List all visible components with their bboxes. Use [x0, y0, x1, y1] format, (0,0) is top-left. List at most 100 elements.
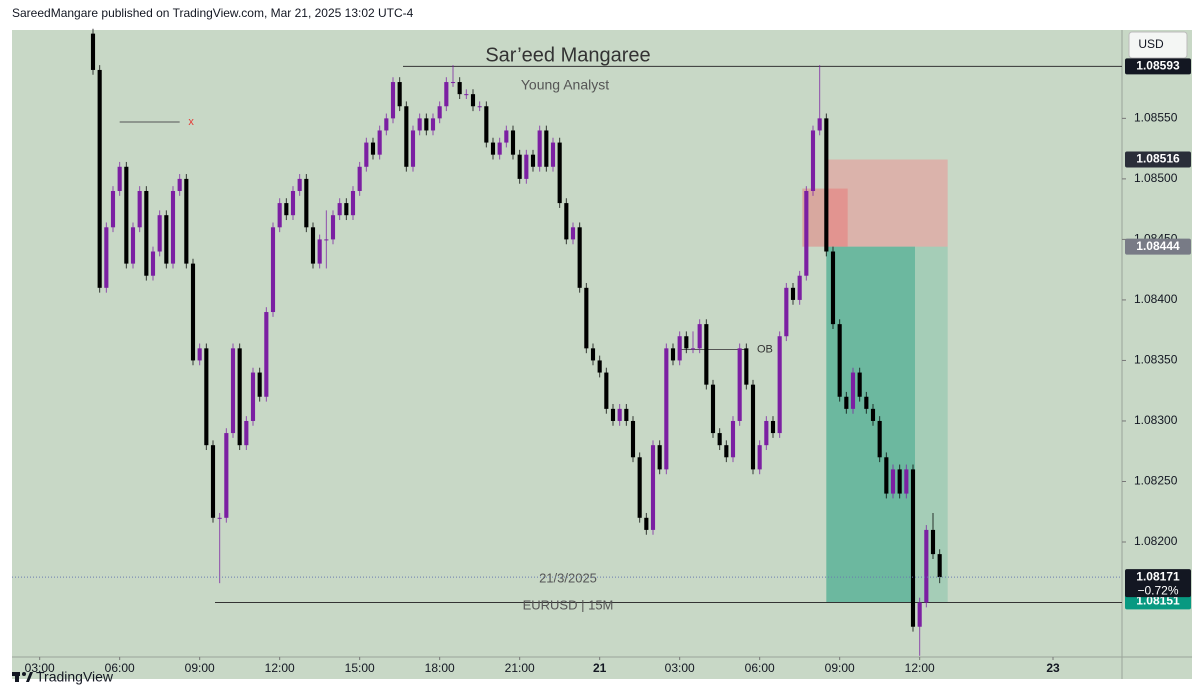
candle-body	[837, 324, 842, 397]
candle-body	[697, 324, 702, 349]
currency[interactable]: USD	[1138, 37, 1164, 51]
candle-body	[297, 178, 302, 191]
candle-body	[530, 154, 536, 167]
price-tag	[1125, 58, 1191, 75]
candle-body	[150, 251, 156, 276]
candle-body	[937, 554, 942, 578]
candle-body	[397, 82, 402, 107]
candle-body	[624, 408, 629, 421]
x-tick-label: 09:00	[825, 661, 855, 675]
candle-body	[177, 178, 182, 191]
y-tick-label: 1.08200	[1134, 534, 1178, 548]
candle-body	[910, 469, 916, 627]
candle-body	[190, 263, 196, 361]
candle-body	[424, 118, 429, 131]
caption: 21/3/2025	[539, 570, 597, 585]
candle-body	[657, 445, 662, 470]
candle-body	[344, 203, 349, 216]
position-zone	[826, 159, 948, 247]
candle-body	[270, 227, 276, 313]
candle-body	[510, 130, 516, 155]
candle-body	[764, 420, 769, 446]
candle-body	[517, 154, 522, 179]
candle-body	[337, 203, 342, 216]
candle-body	[750, 384, 756, 470]
position-zone	[826, 246, 915, 603]
x-tick-label: 12:00	[905, 661, 935, 675]
candle-body	[877, 420, 882, 458]
candle-body	[817, 118, 822, 131]
candle-body	[857, 372, 862, 397]
candle-body	[564, 203, 569, 240]
candle-body	[897, 469, 902, 494]
candle-body	[597, 360, 602, 373]
candle-body	[450, 82, 456, 84]
candle-body	[97, 69, 102, 288]
plot-background	[12, 30, 1122, 657]
candle-body	[550, 142, 556, 167]
candle-body	[630, 420, 636, 458]
logo-part	[26, 672, 33, 682]
candle-body	[377, 130, 382, 155]
candle-body	[217, 517, 222, 519]
candle-body	[164, 215, 169, 264]
candle-body	[130, 227, 136, 264]
x-tick-label: 06:00	[745, 661, 775, 675]
candle-body	[277, 203, 282, 228]
candle-body	[924, 529, 929, 603]
candle-body	[417, 118, 422, 131]
candle-body	[497, 142, 502, 155]
candle-body	[717, 433, 722, 446]
brand: TradingView	[36, 669, 114, 685]
candle-body	[170, 190, 176, 264]
candle-body	[204, 348, 209, 446]
candle-body	[890, 469, 896, 494]
candle-body	[830, 251, 836, 325]
price-tag-label: 1.08593	[1136, 58, 1180, 72]
candle-body	[644, 517, 649, 530]
candle-body	[224, 433, 229, 518]
price-tag	[1125, 151, 1191, 168]
logo-part	[15, 672, 19, 682]
candle-body	[197, 348, 202, 361]
x-tick-label: 12:00	[265, 661, 295, 675]
candle-body	[784, 287, 789, 337]
candle-body	[797, 275, 802, 300]
candle-body	[464, 94, 469, 96]
price-tag-label: 1.08171	[1136, 569, 1180, 583]
candle-body	[470, 94, 476, 107]
candle-body	[617, 408, 622, 421]
candle-body	[650, 445, 656, 530]
x-tick-label: 06:00	[105, 661, 135, 675]
candle-body	[577, 227, 582, 288]
watermark-title: Sar’eed Mangaree	[485, 44, 650, 66]
candle-body	[570, 227, 576, 240]
candle-body	[670, 348, 676, 361]
candle-body	[230, 348, 236, 434]
x-tick-label: 18:00	[425, 661, 455, 675]
candle-body	[310, 227, 316, 264]
time-axis-background	[12, 657, 1192, 679]
currency-button[interactable]	[1128, 31, 1188, 59]
price-tag	[1125, 569, 1191, 598]
candle-body	[704, 324, 709, 385]
candle-body	[250, 372, 256, 421]
candle-body	[257, 372, 262, 397]
candle-body	[437, 106, 442, 119]
candle-body	[824, 118, 829, 252]
candle-body	[137, 190, 142, 228]
candle-body	[117, 166, 122, 191]
y-tick-label: 1.08500	[1134, 171, 1178, 185]
candle-body	[770, 420, 776, 434]
candle-body	[477, 106, 482, 108]
candle-body	[504, 130, 509, 143]
candle-body	[357, 166, 362, 191]
candle-body	[330, 215, 336, 240]
x-tick-label: 21:00	[505, 661, 535, 675]
candle-body	[637, 457, 642, 518]
y-tick-label: 1.08250	[1134, 474, 1178, 488]
candle-body	[870, 408, 876, 421]
candle-body	[677, 336, 682, 361]
